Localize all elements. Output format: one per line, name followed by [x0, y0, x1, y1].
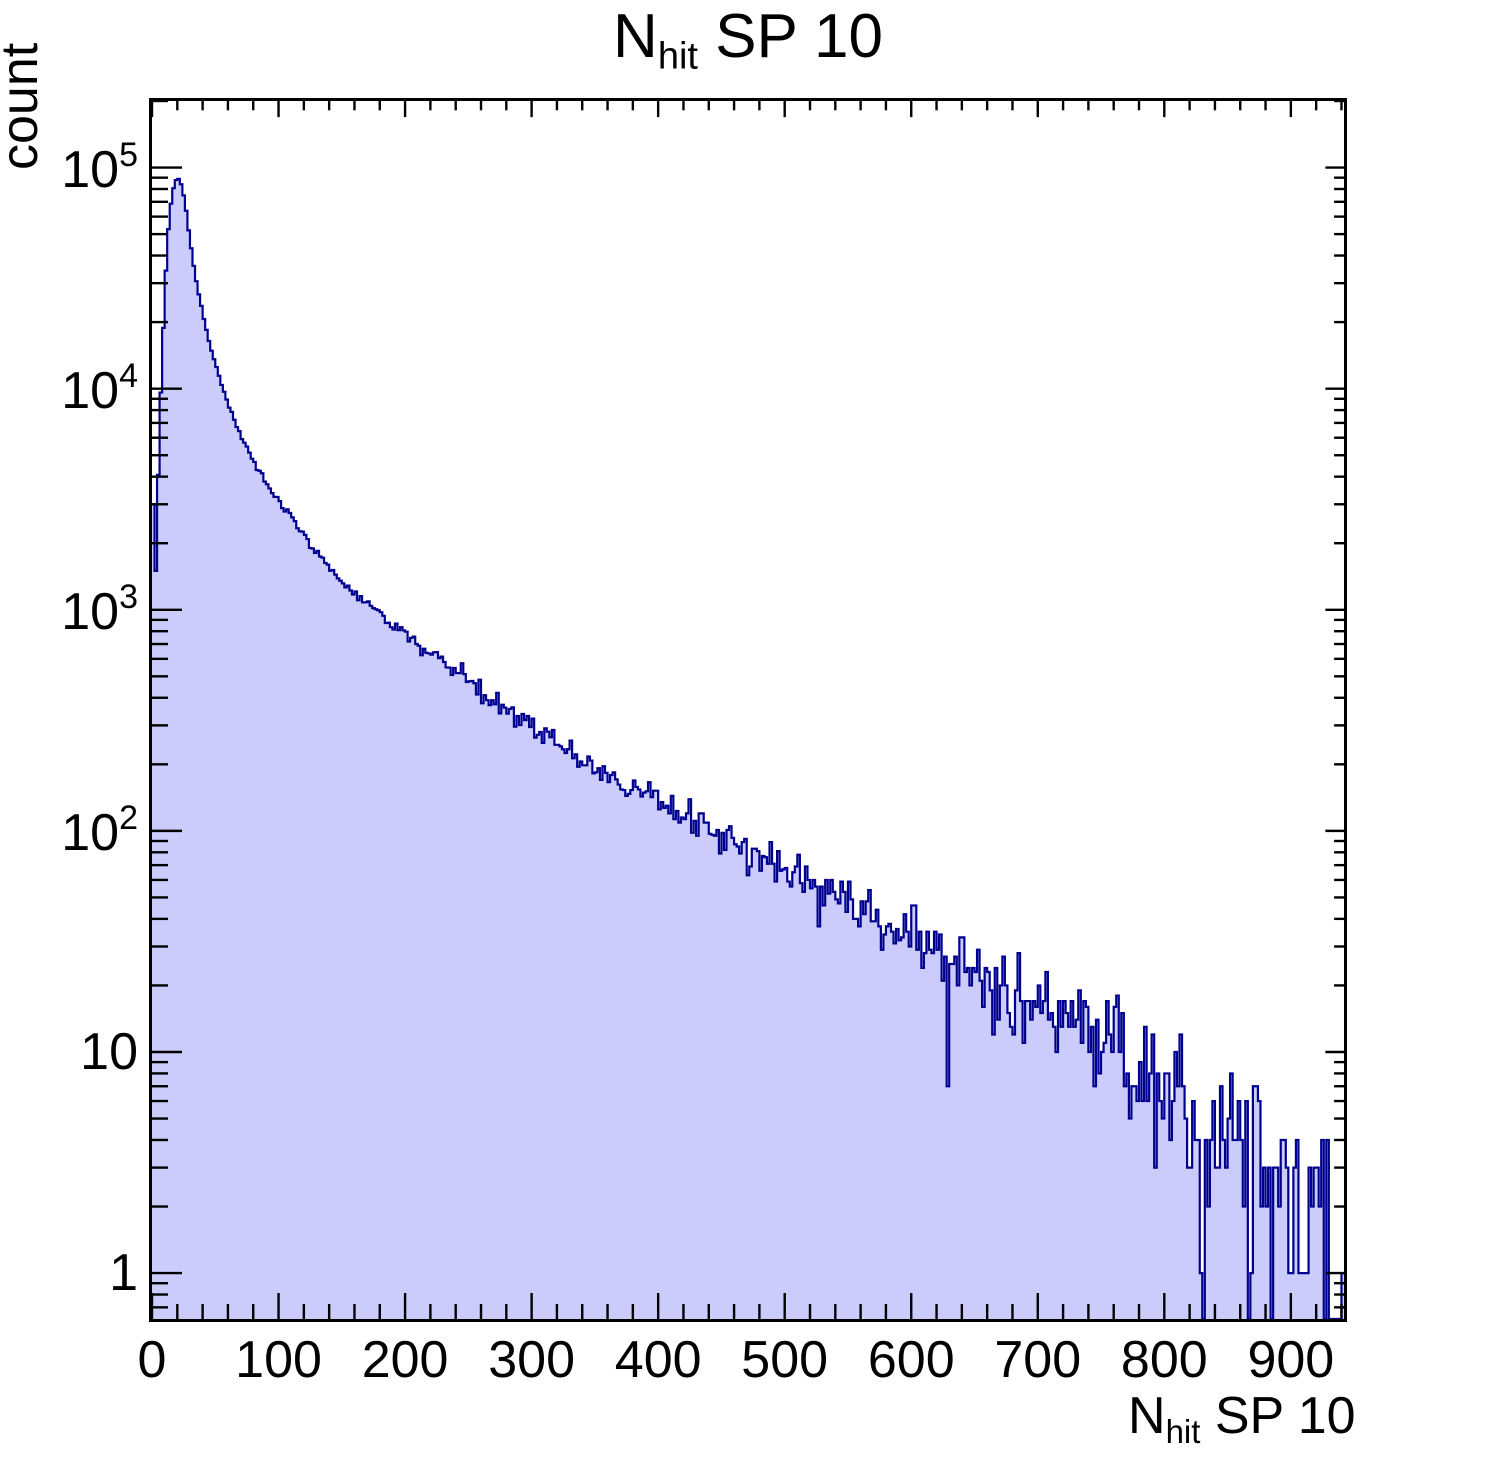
- x-axis-title-base: N: [1128, 1387, 1166, 1445]
- x-axis-title-subscript: hit: [1165, 1412, 1201, 1450]
- y-tick-mantissa: 10: [61, 803, 120, 862]
- y-tick-mantissa: 10: [61, 361, 120, 420]
- histogram-series: [152, 177, 1344, 1319]
- histogram-svg: [152, 101, 1344, 1319]
- x-tick-label: 800: [1120, 1331, 1208, 1389]
- y-tick-label: 104: [61, 357, 138, 421]
- x-tick-label: 700: [994, 1331, 1082, 1389]
- y-tick-exponent: 3: [119, 577, 138, 616]
- y-tick-label: 103: [61, 578, 138, 642]
- y-tick-mantissa: 1: [109, 1244, 138, 1303]
- title-base: N: [613, 2, 658, 71]
- y-tick-exponent: 4: [119, 356, 138, 395]
- x-tick-label: 500: [741, 1331, 829, 1389]
- y-tick-mantissa: 10: [61, 140, 120, 199]
- x-axis-title-rest: SP 10: [1200, 1387, 1356, 1445]
- histogram-outline: [152, 177, 1344, 1319]
- y-tick-exponent: 2: [119, 798, 138, 837]
- y-tick-label: 102: [61, 799, 138, 863]
- x-axis-title: Nhit SP 10: [1128, 1386, 1356, 1451]
- y-tick-exponent: 5: [119, 135, 138, 174]
- title-rest: SP 10: [697, 2, 883, 71]
- y-axis-title: count: [0, 42, 49, 170]
- x-tick-label: 100: [235, 1331, 322, 1389]
- x-tick-label: 400: [614, 1331, 702, 1389]
- axis-ticks: [152, 101, 1344, 1319]
- plot-frame: [149, 98, 1347, 1322]
- x-tick-label: 300: [488, 1331, 575, 1389]
- y-tick-mantissa: 10: [80, 1022, 138, 1081]
- title-subscript: hit: [657, 35, 698, 78]
- y-tick-label: 105: [61, 136, 138, 200]
- y-tick-mantissa: 10: [61, 582, 120, 641]
- y-tick-label: 1: [109, 1243, 138, 1303]
- histogram-fill: [152, 178, 1344, 1319]
- x-tick-label: 900: [1247, 1331, 1335, 1389]
- x-tick-label: 200: [361, 1331, 449, 1389]
- page-title: Nhit SP 10: [0, 6, 1496, 78]
- x-tick-label: 600: [867, 1331, 955, 1389]
- y-tick-label: 10: [80, 1022, 138, 1082]
- x-tick-label: 0: [137, 1331, 167, 1389]
